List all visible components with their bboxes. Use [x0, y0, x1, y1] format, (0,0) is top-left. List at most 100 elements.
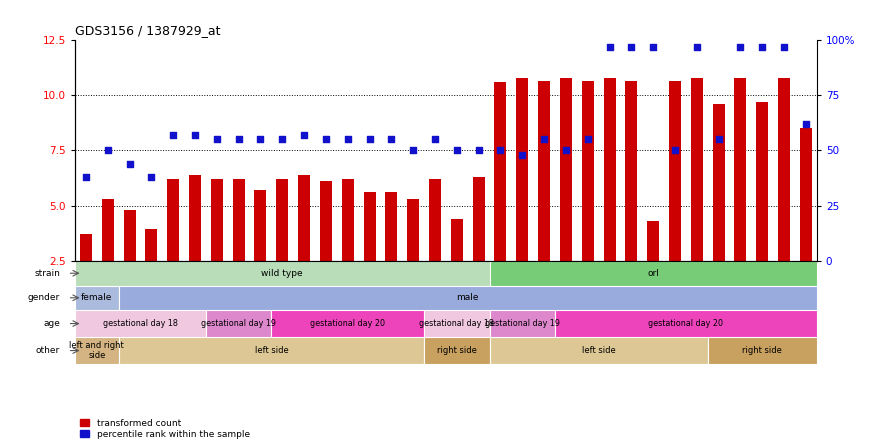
- Bar: [691, 78, 703, 261]
- Text: gestational day 19: gestational day 19: [485, 319, 560, 328]
- Bar: [489, 261, 817, 285]
- Point: [406, 147, 420, 154]
- Bar: [80, 234, 92, 261]
- Point: [144, 174, 158, 181]
- Bar: [146, 229, 157, 261]
- Bar: [75, 261, 489, 285]
- Point: [188, 131, 202, 139]
- Bar: [233, 179, 245, 261]
- Bar: [75, 310, 206, 337]
- Point: [646, 43, 660, 50]
- Text: female: female: [81, 293, 112, 302]
- Point: [275, 136, 290, 143]
- Point: [712, 136, 726, 143]
- Bar: [625, 81, 638, 261]
- Text: right side: right side: [437, 346, 477, 355]
- Bar: [75, 337, 118, 364]
- Point: [210, 136, 224, 143]
- Text: gestational day 20: gestational day 20: [310, 319, 385, 328]
- Bar: [517, 78, 528, 261]
- Point: [734, 43, 748, 50]
- Bar: [647, 221, 660, 261]
- Bar: [735, 78, 746, 261]
- Text: right side: right side: [743, 346, 782, 355]
- Point: [668, 147, 682, 154]
- Bar: [489, 337, 707, 364]
- Text: male: male: [457, 293, 479, 302]
- Bar: [494, 82, 507, 261]
- Point: [297, 131, 311, 139]
- Text: orl: orl: [647, 269, 659, 278]
- Legend: transformed count, percentile rank within the sample: transformed count, percentile rank withi…: [79, 418, 251, 440]
- Bar: [538, 81, 550, 261]
- Bar: [756, 102, 768, 261]
- Point: [624, 43, 638, 50]
- Text: left side: left side: [582, 346, 615, 355]
- Point: [449, 147, 464, 154]
- Bar: [75, 285, 118, 310]
- Point: [777, 43, 791, 50]
- Point: [559, 147, 573, 154]
- Text: wild type: wild type: [261, 269, 303, 278]
- Text: gestational day 19: gestational day 19: [201, 319, 276, 328]
- Point: [602, 43, 616, 50]
- Point: [363, 136, 377, 143]
- Point: [515, 151, 529, 159]
- Point: [690, 43, 704, 50]
- Bar: [489, 310, 555, 337]
- Bar: [707, 337, 817, 364]
- Bar: [320, 182, 332, 261]
- Bar: [102, 199, 114, 261]
- Point: [101, 147, 115, 154]
- Point: [494, 147, 508, 154]
- Text: left and right
side: left and right side: [70, 341, 125, 360]
- Text: left side: left side: [254, 346, 288, 355]
- Text: strain: strain: [34, 269, 60, 278]
- Point: [79, 174, 93, 181]
- Text: gestational day 18: gestational day 18: [103, 319, 178, 328]
- Bar: [124, 210, 136, 261]
- Bar: [472, 177, 485, 261]
- Point: [799, 120, 813, 127]
- Bar: [342, 179, 354, 261]
- Bar: [424, 337, 489, 364]
- Bar: [560, 78, 572, 261]
- Bar: [189, 175, 201, 261]
- Text: age: age: [43, 319, 60, 328]
- Point: [123, 160, 137, 167]
- Bar: [298, 175, 310, 261]
- Bar: [271, 310, 424, 337]
- Bar: [778, 78, 790, 261]
- Bar: [669, 81, 681, 261]
- Point: [319, 136, 333, 143]
- Point: [384, 136, 398, 143]
- Bar: [385, 192, 397, 261]
- Bar: [800, 128, 811, 261]
- Bar: [407, 199, 419, 261]
- Point: [428, 136, 442, 143]
- Bar: [424, 310, 489, 337]
- Point: [341, 136, 355, 143]
- Bar: [276, 179, 289, 261]
- Bar: [254, 190, 267, 261]
- Point: [537, 136, 551, 143]
- Point: [755, 43, 769, 50]
- Bar: [713, 104, 725, 261]
- Bar: [364, 192, 375, 261]
- Bar: [582, 81, 593, 261]
- Point: [231, 136, 245, 143]
- Bar: [604, 78, 615, 261]
- Text: GDS3156 / 1387929_at: GDS3156 / 1387929_at: [75, 24, 221, 37]
- Point: [581, 136, 595, 143]
- Point: [166, 131, 180, 139]
- Text: gestational day 18: gestational day 18: [419, 319, 494, 328]
- Point: [253, 136, 268, 143]
- Bar: [211, 179, 223, 261]
- Bar: [118, 337, 424, 364]
- Text: gender: gender: [28, 293, 60, 302]
- Bar: [429, 179, 441, 261]
- Bar: [451, 219, 463, 261]
- Point: [472, 147, 486, 154]
- Bar: [206, 310, 271, 337]
- Text: gestational day 20: gestational day 20: [648, 319, 723, 328]
